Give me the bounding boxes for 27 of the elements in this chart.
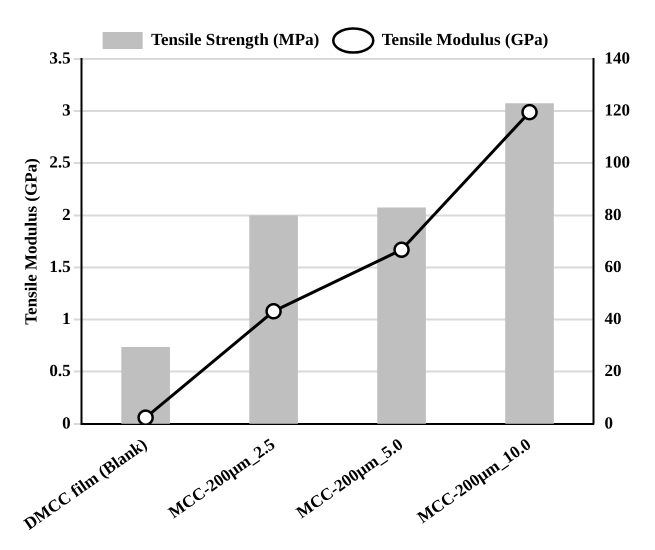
legend-label: Tensile Strength (MPa) [151, 30, 320, 49]
y-tick-label: 2 [62, 204, 71, 224]
y2-tick-label: 20 [604, 361, 622, 380]
y2-tick-label: 40 [604, 309, 622, 328]
y-tick-label: 1.5 [49, 256, 71, 276]
legend-label: Tensile Modulus (GPa) [382, 30, 548, 49]
y-tick-label: 3 [62, 100, 71, 120]
bar [377, 208, 426, 424]
y2-tick-label: 60 [604, 256, 622, 276]
y-tick-label: 0 [62, 413, 71, 432]
y2-tick-label: 0 [604, 413, 613, 432]
bar [249, 215, 298, 424]
point [265, 303, 282, 320]
bar [121, 346, 170, 424]
y-axis-title: Tensile Modulus (GPa) [22, 158, 41, 325]
point [137, 409, 154, 424]
y-tick-label: 1 [62, 309, 71, 328]
y2-tick-label: 120 [604, 100, 630, 120]
y2-tick-label: 100 [604, 152, 630, 172]
y-tick-label: 2.5 [49, 152, 71, 172]
y-tick-label: 0.5 [49, 361, 71, 380]
y-tick-label: 3.5 [49, 48, 71, 68]
point [393, 242, 410, 258]
y2-tick-label: 140 [604, 48, 630, 68]
y2-tick-label: 80 [604, 204, 622, 224]
bar [505, 103, 554, 424]
point [521, 104, 538, 120]
